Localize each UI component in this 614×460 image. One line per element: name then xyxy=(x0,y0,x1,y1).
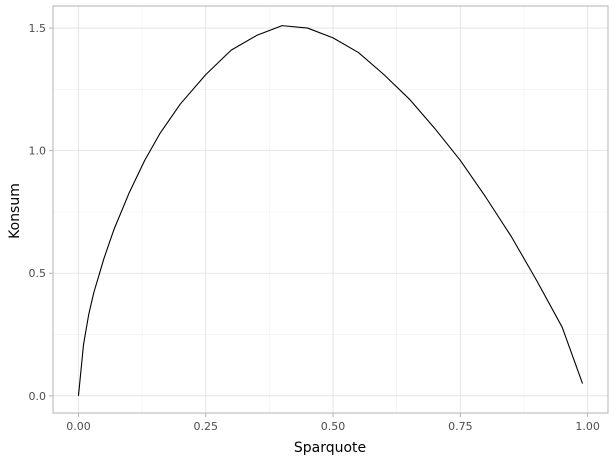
panel-border xyxy=(52,5,609,414)
x-tick-label: 0.50 xyxy=(321,420,346,433)
series-line xyxy=(77,25,584,396)
y-tick-label: 1.0 xyxy=(29,145,47,158)
x-tick-label: 1.00 xyxy=(575,420,600,433)
major-gridlines xyxy=(53,6,608,413)
x-axis: 0.00 0.25 0.50 0.75 1.00 xyxy=(66,413,600,433)
minor-gridlines xyxy=(53,6,608,413)
x-tick-label: 0.00 xyxy=(66,420,91,433)
x-tick-label: 0.75 xyxy=(448,420,473,433)
x-axis-title: Sparquote xyxy=(294,440,366,456)
y-axis-title: Konsum xyxy=(7,183,23,239)
y-tick-label: 0.5 xyxy=(29,267,47,280)
x-tick-label: 0.25 xyxy=(194,420,219,433)
y-axis: 0.0 0.5 1.0 1.5 xyxy=(29,22,53,403)
y-tick-label: 0.0 xyxy=(29,390,47,403)
y-tick-label: 1.5 xyxy=(29,22,47,35)
series-layer xyxy=(77,25,584,396)
